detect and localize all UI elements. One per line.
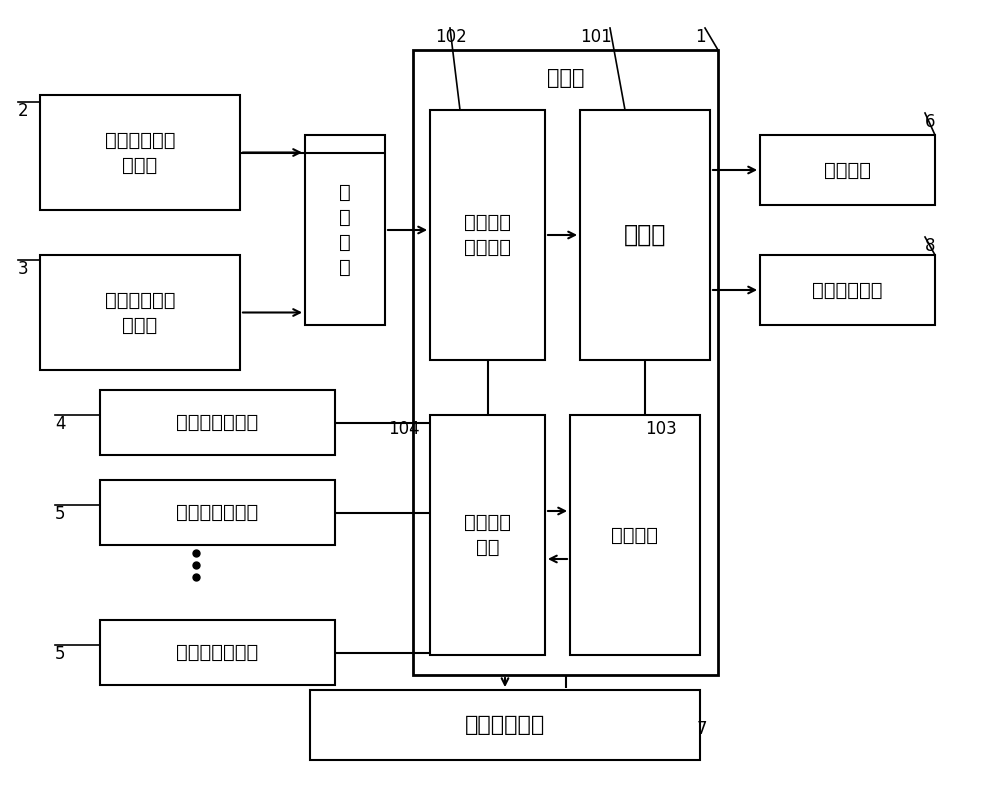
Bar — [413, 50, 718, 675]
Text: 双目立体视觉
传感器: 双目立体视觉 传感器 — [105, 131, 175, 175]
Bar — [40, 95, 240, 210]
Text: 8: 8 — [925, 237, 936, 255]
Text: 数
据
融
合: 数 据 融 合 — [339, 183, 351, 277]
Text: 电子控制单元: 电子控制单元 — [465, 715, 545, 735]
Bar — [40, 255, 240, 370]
Text: 103: 103 — [645, 420, 677, 438]
Text: 6: 6 — [925, 113, 936, 131]
Text: 车辆数据传感器: 车辆数据传感器 — [176, 643, 259, 662]
Bar — [760, 255, 935, 325]
Text: 图像分析
处理模块: 图像分析 处理模块 — [464, 213, 511, 257]
Text: 5: 5 — [55, 645, 66, 663]
Text: 1: 1 — [695, 28, 706, 46]
Text: 102: 102 — [435, 28, 467, 46]
Text: 车载激光雷达
传感器: 车载激光雷达 传感器 — [105, 290, 175, 335]
Bar — [100, 620, 335, 685]
Text: 7: 7 — [697, 720, 708, 738]
Bar — [760, 135, 935, 205]
Text: 4: 4 — [55, 415, 66, 433]
Text: 车载光线传感器: 车载光线传感器 — [176, 413, 259, 432]
Bar — [430, 110, 545, 360]
Text: 报警模块: 报警模块 — [824, 160, 871, 179]
Text: 控制器: 控制器 — [547, 68, 584, 88]
Text: 101: 101 — [580, 28, 612, 46]
Bar — [305, 135, 385, 325]
Text: 3: 3 — [18, 260, 29, 278]
Text: 2: 2 — [18, 102, 29, 120]
Text: 人机交互模块: 人机交互模块 — [812, 281, 883, 300]
Text: 单片机: 单片机 — [624, 223, 666, 247]
Bar — [580, 110, 710, 360]
Text: 104: 104 — [388, 420, 420, 438]
Bar — [430, 415, 545, 655]
Bar — [310, 690, 700, 760]
Text: 判断对比
模块: 判断对比 模块 — [464, 513, 511, 557]
Text: 计算模块: 计算模块 — [612, 525, 658, 544]
Text: 车辆数据传感器: 车辆数据传感器 — [176, 503, 259, 522]
Text: 5: 5 — [55, 505, 66, 523]
Bar — [570, 415, 700, 655]
Bar — [100, 480, 335, 545]
Bar — [100, 390, 335, 455]
